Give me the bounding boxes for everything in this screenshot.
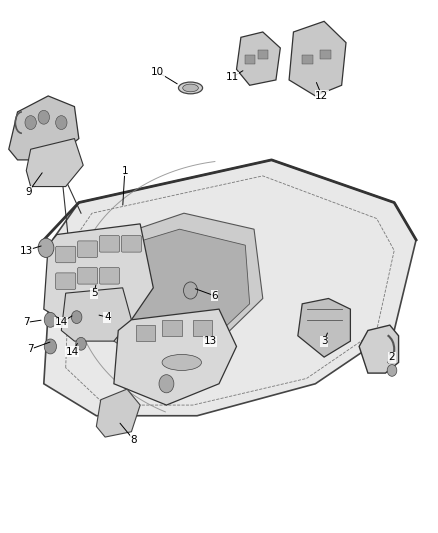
Circle shape xyxy=(56,116,67,130)
Ellipse shape xyxy=(183,84,198,92)
Polygon shape xyxy=(298,298,350,357)
Circle shape xyxy=(71,311,82,324)
Text: 14: 14 xyxy=(55,318,68,327)
FancyBboxPatch shape xyxy=(56,273,76,289)
Polygon shape xyxy=(237,32,280,85)
Text: 7: 7 xyxy=(27,344,34,354)
Ellipse shape xyxy=(162,354,201,370)
Text: 3: 3 xyxy=(321,336,328,346)
Bar xyxy=(245,55,255,64)
Circle shape xyxy=(25,116,36,130)
Polygon shape xyxy=(61,288,131,341)
FancyBboxPatch shape xyxy=(121,236,141,252)
Polygon shape xyxy=(44,160,416,416)
Text: 13: 13 xyxy=(20,246,33,255)
Circle shape xyxy=(184,282,198,299)
Bar xyxy=(302,55,313,64)
Polygon shape xyxy=(44,224,153,325)
Polygon shape xyxy=(96,389,140,437)
Polygon shape xyxy=(359,325,399,373)
FancyBboxPatch shape xyxy=(99,268,120,284)
Text: 7: 7 xyxy=(23,318,30,327)
Circle shape xyxy=(76,337,86,350)
Text: 5: 5 xyxy=(91,288,98,298)
Text: 10: 10 xyxy=(151,67,164,77)
Text: 12: 12 xyxy=(315,91,328,101)
Text: 11: 11 xyxy=(226,72,239,82)
Circle shape xyxy=(387,365,397,376)
Bar xyxy=(320,50,331,59)
Polygon shape xyxy=(105,229,250,352)
Circle shape xyxy=(44,339,57,354)
Bar xyxy=(258,50,268,59)
Polygon shape xyxy=(289,21,346,96)
FancyBboxPatch shape xyxy=(99,236,120,252)
Text: 2: 2 xyxy=(389,352,396,362)
Text: 13: 13 xyxy=(204,336,217,346)
Text: 6: 6 xyxy=(211,291,218,301)
FancyBboxPatch shape xyxy=(56,246,76,263)
Text: 8: 8 xyxy=(130,435,137,445)
FancyBboxPatch shape xyxy=(78,241,98,257)
Text: 1: 1 xyxy=(121,166,128,175)
Circle shape xyxy=(159,375,174,393)
Text: 4: 4 xyxy=(104,312,111,322)
Text: 9: 9 xyxy=(25,187,32,197)
Bar xyxy=(162,320,182,336)
Text: 14: 14 xyxy=(66,347,79,357)
Bar xyxy=(136,325,155,341)
Bar xyxy=(193,320,212,336)
Circle shape xyxy=(44,312,57,327)
Polygon shape xyxy=(114,309,237,405)
Polygon shape xyxy=(26,139,83,187)
Circle shape xyxy=(38,238,54,257)
Ellipse shape xyxy=(179,82,202,94)
Polygon shape xyxy=(9,96,79,160)
Polygon shape xyxy=(96,213,263,357)
Circle shape xyxy=(38,110,49,124)
FancyBboxPatch shape xyxy=(78,268,98,284)
